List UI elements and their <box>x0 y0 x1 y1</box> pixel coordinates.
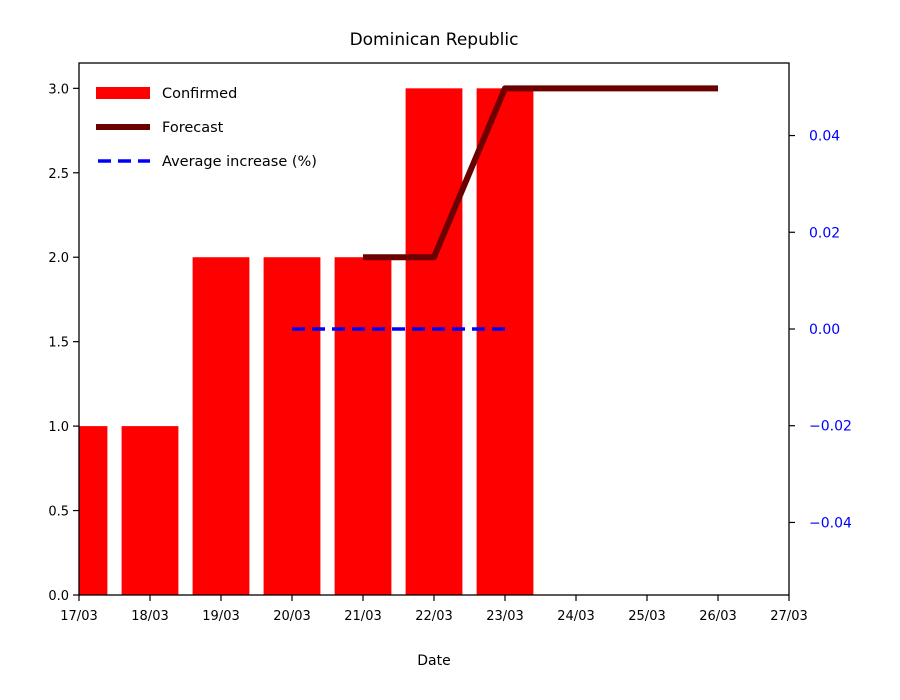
x-tick-label: 27/03 <box>770 609 807 624</box>
lines-group <box>292 85 718 331</box>
y-tick-label: 2.0 <box>48 251 69 266</box>
x-tick-label: 19/03 <box>202 609 239 624</box>
y2-tick-label: −0.04 <box>809 515 852 531</box>
x-tick-label: 23/03 <box>486 609 523 624</box>
y-tick-label: 0.0 <box>48 589 69 604</box>
y-axis-left: 0.0 0.5 1.0 1.5 2.0 2.5 3.0 <box>48 82 79 604</box>
x-axis: 17/03 18/03 19/03 20/03 21/03 22/03 23/03 24/03… <box>60 595 808 624</box>
y2-tick-label: −0.02 <box>809 419 852 435</box>
y-tick-label: 0.5 <box>48 505 69 520</box>
bar-confirmed <box>334 257 392 595</box>
x-tick-label: 20/03 <box>273 609 310 624</box>
y2-tick-label: 0.02 <box>809 225 840 241</box>
bar-confirmed <box>263 257 321 595</box>
forecast-line <box>363 85 718 261</box>
x-axis-label: Date <box>417 653 450 669</box>
y2-tick-label: 0.00 <box>809 322 840 338</box>
y-tick-label: 2.5 <box>48 167 69 182</box>
x-tick-label: 21/03 <box>344 609 381 624</box>
y2-tick-label: 0.04 <box>809 129 840 145</box>
bar-confirmed <box>192 257 250 595</box>
bar-confirmed <box>405 88 463 595</box>
bar-confirmed <box>79 426 108 595</box>
legend-label: Average increase (%) <box>162 154 317 170</box>
y-tick-label: 1.0 <box>48 420 69 435</box>
bar-confirmed <box>121 426 179 595</box>
y-axis-right: −0.04 −0.02 0.00 0.02 0.04 <box>789 129 852 531</box>
y-tick-label: 1.5 <box>48 336 69 351</box>
legend-label: Forecast <box>162 120 224 136</box>
x-tick-label: 22/03 <box>415 609 452 624</box>
x-tick-label: 18/03 <box>131 609 168 624</box>
bars-group <box>79 88 534 595</box>
bar-confirmed <box>476 88 534 595</box>
x-tick-label: 25/03 <box>628 609 665 624</box>
chart-title: Dominican Republic <box>350 30 519 50</box>
x-tick-label: 17/03 <box>60 609 97 624</box>
x-tick-label: 24/03 <box>557 609 594 624</box>
legend-swatch-confirmed <box>96 87 150 99</box>
legend-label: Confirmed <box>162 86 237 102</box>
x-tick-label: 26/03 <box>699 609 736 624</box>
y-tick-label: 3.0 <box>48 82 69 97</box>
legend: Confirmed Forecast Average increase (%) <box>96 86 317 170</box>
